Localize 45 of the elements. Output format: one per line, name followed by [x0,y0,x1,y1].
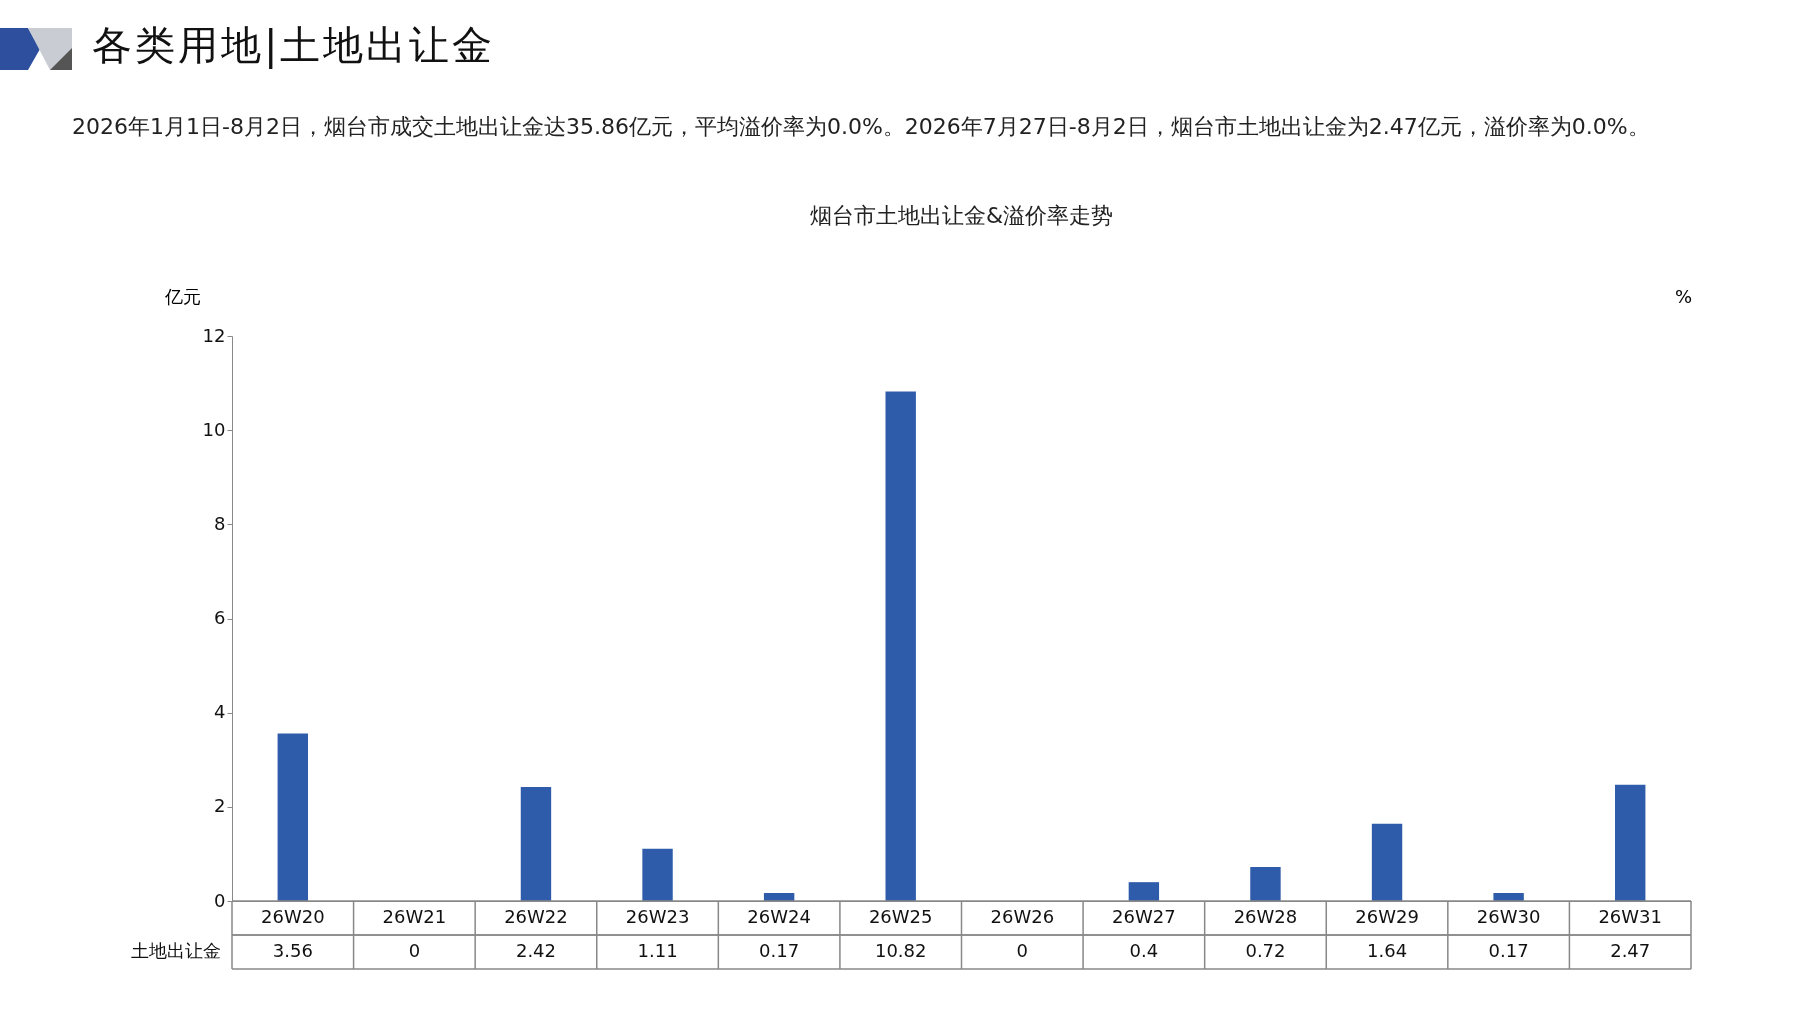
y-tick-label: 4 [214,701,226,723]
bar [1250,867,1281,901]
x-tick-label: 26W25 [868,906,933,927]
y-tick-label: 12 [202,324,226,346]
x-tick-label: 26W23 [625,906,690,927]
x-tick-label: 26W29 [1355,906,1419,927]
x-tick-label: 26W24 [747,906,811,927]
x-tick-label: 26W26 [990,906,1055,927]
bar [885,391,916,901]
bar [1128,882,1160,901]
data-label: 0 [408,940,421,961]
x-tick-label: 26W31 [1598,906,1663,927]
data-label: 2.47 [1610,940,1651,961]
y-tick-label: 10 [202,418,226,440]
bar [277,733,308,901]
data-label: 0.72 [1245,940,1286,961]
x-tick-label: 26W28 [1233,906,1298,927]
y-axis-title: 亿元 [163,285,201,307]
data-label: 1.11 [637,940,678,961]
y-tick-label: 6 [214,607,226,628]
data-label: 1.64 [1367,940,1408,961]
bar [1371,823,1403,901]
y2-axis-title: % [1674,285,1693,307]
y-tick-label: 2 [214,795,226,817]
x-tick-label: 26W20 [260,906,325,927]
data-label: 3.56 [272,940,313,961]
data-label: 0 [1016,940,1029,961]
data-label: 10.82 [874,940,927,961]
chart-subtitle: 2026年1月1日-8月2日，烟台市成交土地出让金达35.86亿元，平均溢价率为0.0%。2026年7月27日-8月2日，烟台市土地出让金为2.47亿元，溢价率为0.0%。 [72,113,1651,141]
y-tick-label: 8 [214,512,226,534]
data-label: 0.17 [1488,940,1529,961]
data-label: 2.42 [515,940,556,961]
text: 土地出让金 [130,940,221,961]
x-tick-label: 26W21 [382,906,447,927]
chart-title: 烟台市土地出让金&溢价率走势 [809,203,1114,228]
x-tick-label: 26W27 [1112,906,1176,927]
bar [642,848,673,901]
text: 各类用地|土地出让金 [92,21,496,71]
y-tick-label: 0 [214,889,226,911]
x-tick-label: 26W22 [504,906,568,927]
bar [520,787,552,901]
bar [1615,784,1646,901]
x-tick-label: 26W30 [1476,906,1541,927]
data-label: 0.4 [1129,940,1159,961]
data-label: 0.17 [759,940,800,961]
